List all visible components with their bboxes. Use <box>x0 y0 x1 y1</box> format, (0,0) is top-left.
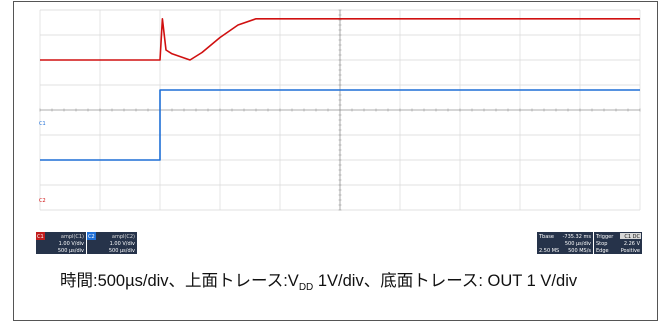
trigger-level: 2.26 V <box>624 241 641 247</box>
ch2-tdiv: 500 µs/div <box>109 248 135 254</box>
grid <box>39 9 641 211</box>
ch1-vdiv: 1.00 V/div <box>59 241 84 247</box>
ch2-mode: ampl(C2) <box>112 234 135 240</box>
traces <box>40 18 640 161</box>
ch1-marker: C1 <box>39 121 46 127</box>
caption-subscript: DD <box>298 282 314 293</box>
status-bar: C1 ampl(C1) 1.00 V/div 500 µs/div C2 amp… <box>36 232 642 254</box>
ch1-mode: ampl(C1) <box>61 234 84 240</box>
ch2-label: C2 <box>88 234 95 240</box>
timebase-label: Tbase <box>538 234 554 240</box>
timebase-rate: 500 MS/s <box>568 248 591 254</box>
figure-caption: 時間:500µs/div、上面トレース:VDD 1V/div、底面トレース: O… <box>60 268 650 301</box>
figure-frame <box>13 1 658 321</box>
ch2-panel: C2 ampl(C2) 1.00 V/div 500 µs/div <box>87 232 137 254</box>
oscilloscope-screen: C1 C2 C1 ampl(C1) 1.00 V/div 500 µs/div … <box>36 9 642 254</box>
timebase-samples: 2.50 MS <box>539 248 559 254</box>
trigger-mode: Stop <box>596 241 607 247</box>
series-line-vdd <box>40 89 640 161</box>
timebase-offset: -735.32 ms <box>563 234 592 240</box>
timebase-tdiv: 500 µs/div <box>565 241 591 247</box>
ch1-tdiv: 500 µs/div <box>58 248 84 254</box>
ch1-label: C1 <box>37 234 44 240</box>
ch2-marker: C2 <box>39 198 46 204</box>
channel-markers: C1 C2 <box>39 121 46 204</box>
trigger-panel: Trigger C1 DC Stop 2.26 V Edge Positive <box>594 232 642 254</box>
ch2-vdiv: 1.00 V/div <box>110 241 135 247</box>
trigger-source: C1 DC <box>624 234 640 240</box>
caption-part1: 時間:500µs/div、上面トレース:V <box>60 272 299 290</box>
trigger-type: Edge <box>596 248 609 254</box>
series-line-out <box>40 18 640 61</box>
caption-part2: 1V/div、底面トレース: OUT 1 V/div <box>313 272 578 290</box>
ch1-panel: C1 ampl(C1) 1.00 V/div 500 µs/div <box>36 232 86 254</box>
trigger-label: Trigger <box>595 234 614 240</box>
timebase-panel: Tbase -735.32 ms 500 µs/div 2.50 MS 500 … <box>537 232 593 254</box>
trigger-slope: Positive <box>621 248 640 254</box>
